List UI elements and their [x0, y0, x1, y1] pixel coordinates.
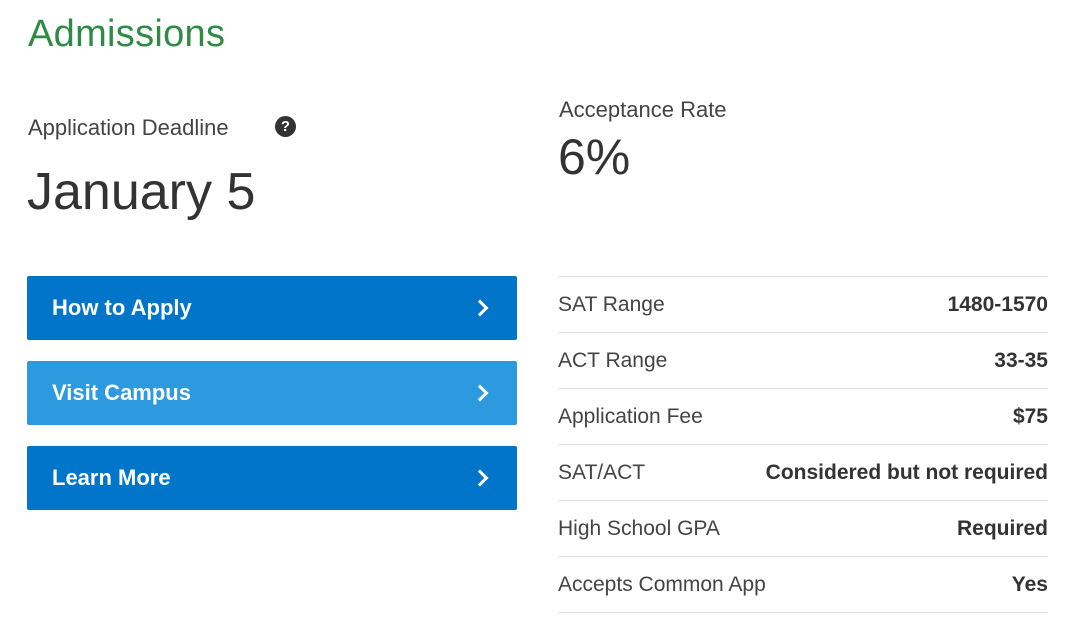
application-deadline-label: Application Deadline — [28, 115, 229, 140]
acceptance-rate-value: 6% — [558, 129, 631, 185]
chevron-right-icon — [472, 298, 492, 318]
help-icon[interactable]: ? — [275, 116, 296, 137]
how-to-apply-button[interactable]: How to Apply — [27, 276, 517, 340]
stat-value: 1480-1570 — [947, 292, 1048, 316]
stat-value: Yes — [1011, 572, 1048, 596]
stat-label: SAT Range — [558, 292, 665, 316]
stat-value: $75 — [1012, 404, 1048, 428]
stat-label: Application Fee — [558, 404, 703, 428]
stat-row-common-app: Accepts Common App Yes — [558, 557, 1048, 613]
chevron-right-icon — [472, 383, 492, 403]
admissions-stats-table: SAT Range 1480-1570 ACT Range 33-35 Appl… — [558, 276, 1048, 613]
stat-value: Considered but not required — [765, 460, 1048, 484]
application-deadline-value: January 5 — [27, 163, 256, 221]
visit-campus-label: Visit Campus — [52, 380, 191, 405]
stat-row-act-range: ACT Range 33-35 — [558, 333, 1048, 389]
page-title: Admissions — [28, 13, 226, 55]
chevron-right-icon — [472, 468, 492, 488]
visit-campus-button[interactable]: Visit Campus — [27, 361, 517, 425]
stat-label: SAT/ACT — [558, 460, 646, 484]
acceptance-rate-label: Acceptance Rate — [559, 97, 727, 122]
stat-value: 33-35 — [994, 348, 1048, 372]
learn-more-label: Learn More — [52, 465, 171, 490]
stat-label: ACT Range — [558, 348, 668, 372]
stat-value: Required — [956, 516, 1048, 540]
stat-row-high-school-gpa: High School GPA Required — [558, 501, 1048, 557]
how-to-apply-label: How to Apply — [52, 295, 192, 320]
stat-label: High School GPA — [558, 516, 720, 540]
stat-row-application-fee: Application Fee $75 — [558, 389, 1048, 445]
stat-row-sat-act: SAT/ACT Considered but not required — [558, 445, 1048, 501]
stat-row-sat-range: SAT Range 1480-1570 — [558, 277, 1048, 333]
stat-label: Accepts Common App — [558, 572, 766, 596]
learn-more-button[interactable]: Learn More — [27, 446, 517, 510]
